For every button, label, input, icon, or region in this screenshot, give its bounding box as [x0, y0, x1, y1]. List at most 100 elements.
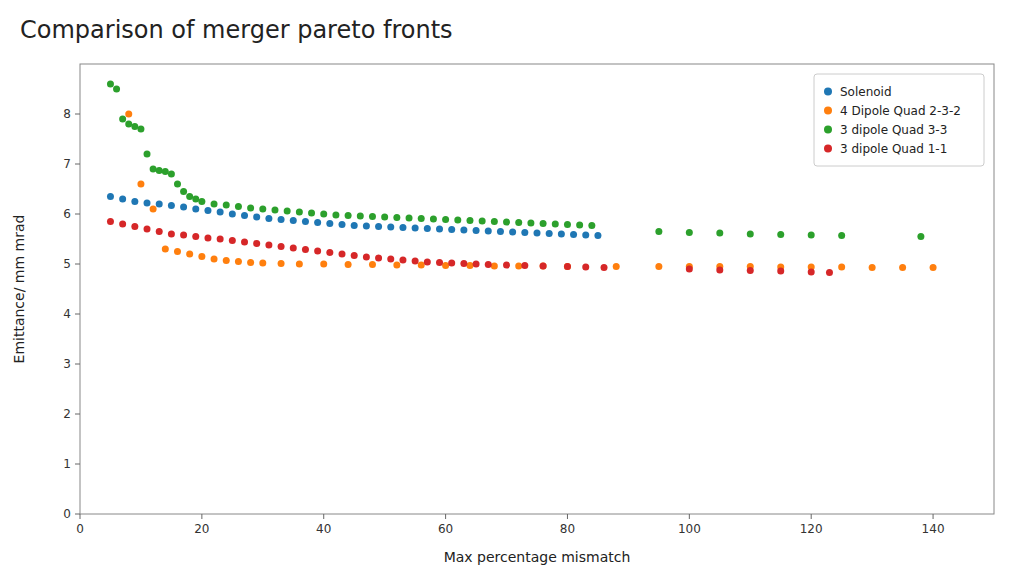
point	[168, 231, 175, 238]
point	[247, 259, 254, 266]
point	[491, 263, 498, 270]
legend-label: 3 dipole Quad 1-1	[840, 142, 947, 156]
legend-swatch	[824, 88, 832, 96]
legend-swatch	[824, 107, 832, 115]
point	[168, 171, 175, 178]
point	[485, 228, 492, 235]
point	[119, 221, 126, 228]
point	[119, 196, 126, 203]
point	[131, 123, 138, 130]
y-tick	[75, 314, 80, 315]
point	[284, 208, 291, 215]
point	[460, 260, 467, 267]
point	[204, 235, 211, 242]
point	[119, 116, 126, 123]
point	[406, 215, 413, 222]
x-tick	[567, 514, 568, 519]
point	[899, 264, 906, 271]
legend-label: Solenoid	[840, 85, 892, 99]
point	[278, 260, 285, 267]
series	[107, 193, 601, 239]
point	[314, 219, 321, 226]
legend-swatch	[824, 145, 832, 153]
point	[497, 228, 504, 235]
y-tick	[75, 364, 80, 365]
point	[278, 216, 285, 223]
point	[515, 219, 522, 226]
point	[448, 260, 455, 267]
y-tick-label: 7	[63, 157, 71, 171]
point	[180, 232, 187, 239]
point	[491, 218, 498, 225]
point	[869, 264, 876, 271]
point	[125, 111, 132, 118]
x-tick-label: 80	[560, 522, 575, 536]
point	[460, 227, 467, 234]
point	[296, 261, 303, 268]
point	[290, 217, 297, 224]
point	[716, 267, 723, 274]
point	[747, 231, 754, 238]
point	[503, 262, 510, 269]
chart-svg: Comparison of merger pareto fronts020406…	[0, 0, 1024, 576]
point	[655, 228, 662, 235]
point	[442, 216, 449, 223]
point	[150, 166, 157, 173]
point	[777, 268, 784, 275]
point	[351, 222, 358, 229]
point	[247, 205, 254, 212]
x-tick-label: 120	[800, 522, 823, 536]
x-tick	[80, 514, 81, 519]
point	[613, 263, 620, 270]
point	[174, 181, 181, 188]
point	[180, 204, 187, 211]
plot-frame	[80, 64, 994, 514]
point	[399, 224, 406, 231]
title: Comparison of merger pareto fronts	[20, 16, 453, 44]
point	[387, 256, 394, 263]
point	[339, 221, 346, 228]
point	[265, 215, 272, 222]
point	[162, 168, 169, 175]
point	[826, 269, 833, 276]
point	[363, 223, 370, 230]
point	[436, 259, 443, 266]
point	[345, 212, 352, 219]
y-tick-label: 4	[63, 307, 71, 321]
point	[582, 232, 589, 239]
x-tick	[689, 514, 690, 519]
point	[594, 232, 601, 239]
point	[223, 202, 230, 209]
point	[107, 193, 114, 200]
y-tick	[75, 214, 80, 215]
point	[564, 263, 571, 270]
point	[131, 198, 138, 205]
point	[540, 263, 547, 270]
y-tick-label: 2	[63, 407, 71, 421]
point	[253, 240, 260, 247]
point	[399, 257, 406, 264]
point	[113, 86, 120, 93]
point	[217, 209, 224, 216]
point	[302, 246, 309, 253]
chart-container: Comparison of merger pareto fronts020406…	[0, 0, 1024, 576]
x-tick	[933, 514, 934, 519]
y-tick-label: 5	[63, 257, 71, 271]
point	[564, 221, 571, 228]
point	[211, 201, 218, 208]
point	[144, 226, 151, 233]
point	[290, 245, 297, 252]
point	[418, 215, 425, 222]
point	[217, 236, 224, 243]
point	[156, 201, 163, 208]
point	[198, 253, 205, 260]
point	[332, 212, 339, 219]
point	[686, 266, 693, 273]
point	[412, 225, 419, 232]
point	[448, 226, 455, 233]
point	[168, 202, 175, 209]
point	[540, 220, 547, 227]
y-tick	[75, 414, 80, 415]
point	[125, 121, 132, 128]
point	[235, 258, 242, 265]
